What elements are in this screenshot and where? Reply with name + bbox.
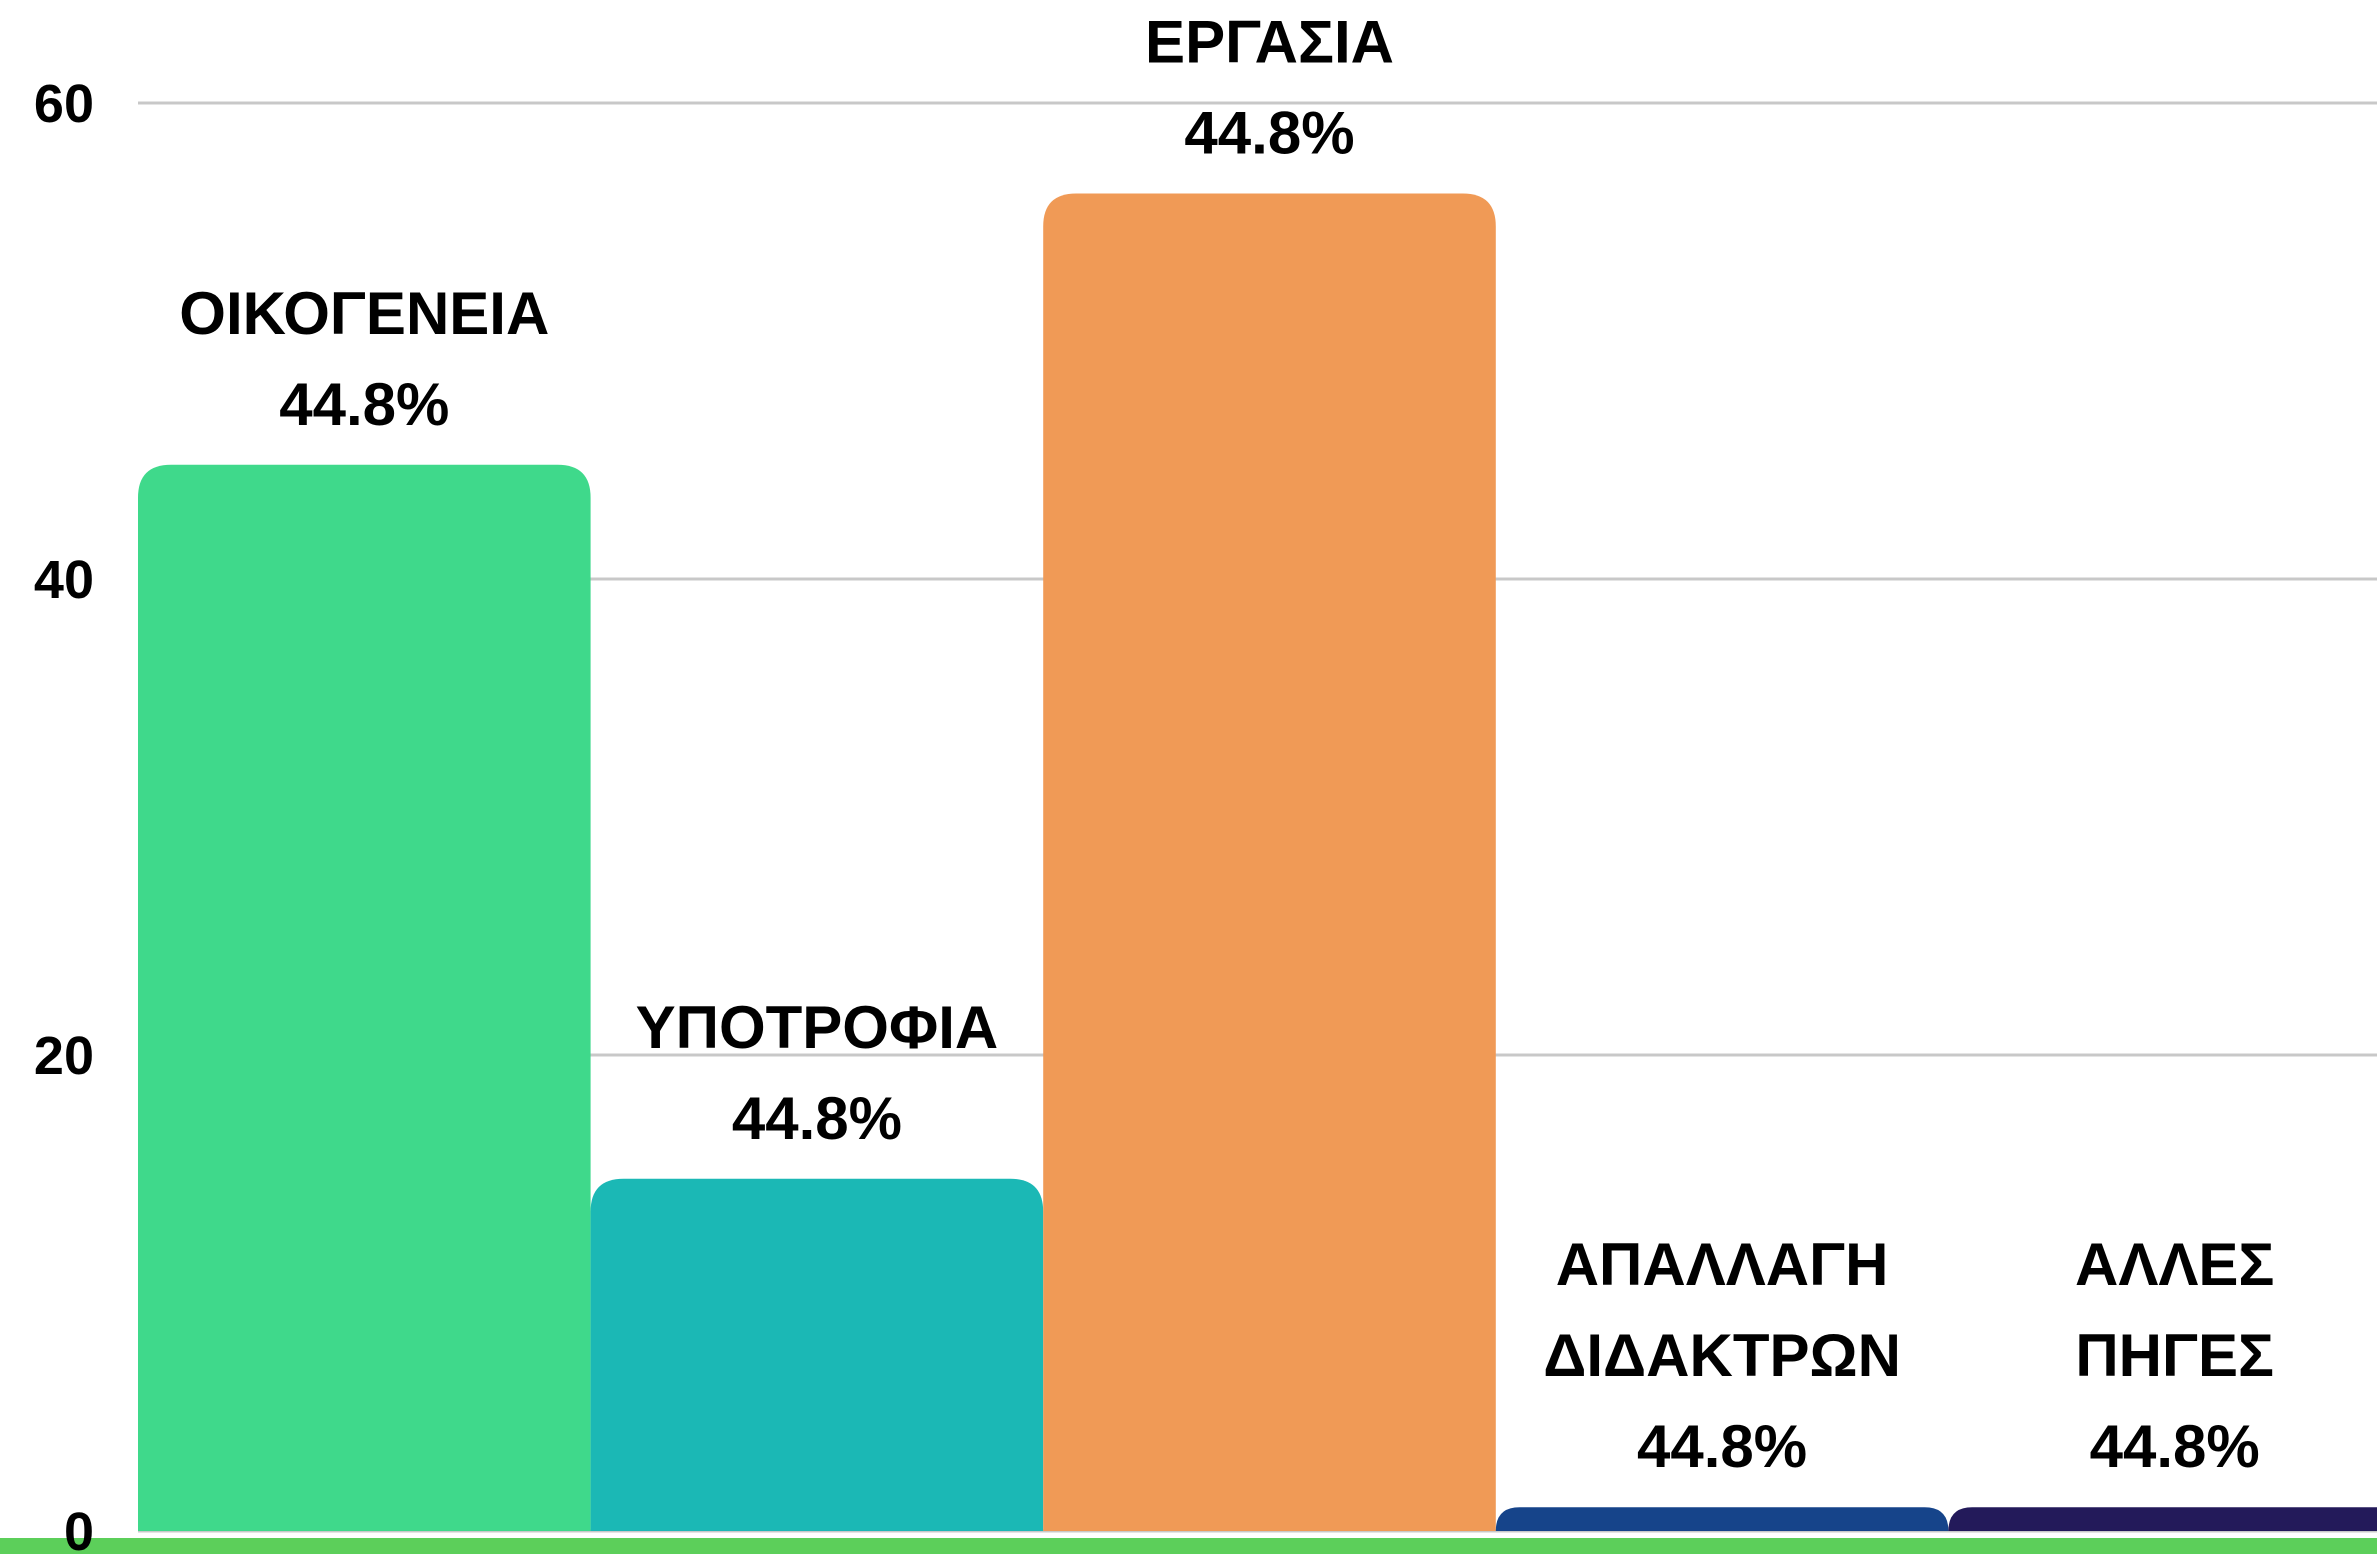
bottom-stripe [0, 1538, 2377, 1554]
bar-label: 44.8% [2090, 1413, 2260, 1480]
bar [138, 464, 591, 1531]
y-tick-label: 20 [34, 1026, 94, 1086]
bar [1495, 1507, 1949, 1531]
category-label: ΕΡΓΑΣΙΑ [1145, 8, 1394, 75]
category-label: ΥΠΟΤΡΟΦΙΑ [636, 994, 999, 1061]
category-label: ΑΛΛΕΣ [2075, 1231, 2274, 1298]
y-tick-label: 40 [34, 550, 94, 610]
y-tick-label: 60 [34, 74, 94, 134]
category-label: ΑΠΑΛΛΑΓΗ [1556, 1231, 1889, 1298]
bar [590, 1178, 1044, 1531]
bar-label: 44.8% [732, 1085, 902, 1152]
bar-label: 44.8% [1184, 99, 1354, 166]
category-label: ΔΙΔΑΚΤΡΩΝ [1543, 1322, 1901, 1389]
bar [1948, 1507, 2377, 1531]
y-tick-label: 0 [64, 1502, 94, 1554]
bar [1043, 193, 1496, 1532]
bar-label: 44.8% [279, 371, 449, 438]
category-label: ΟΙΚΟΓΕΝΕΙΑ [179, 280, 549, 347]
bar-label: 44.8% [1637, 1413, 1807, 1480]
category-label: ΠΗΓΕΣ [2075, 1322, 2274, 1389]
